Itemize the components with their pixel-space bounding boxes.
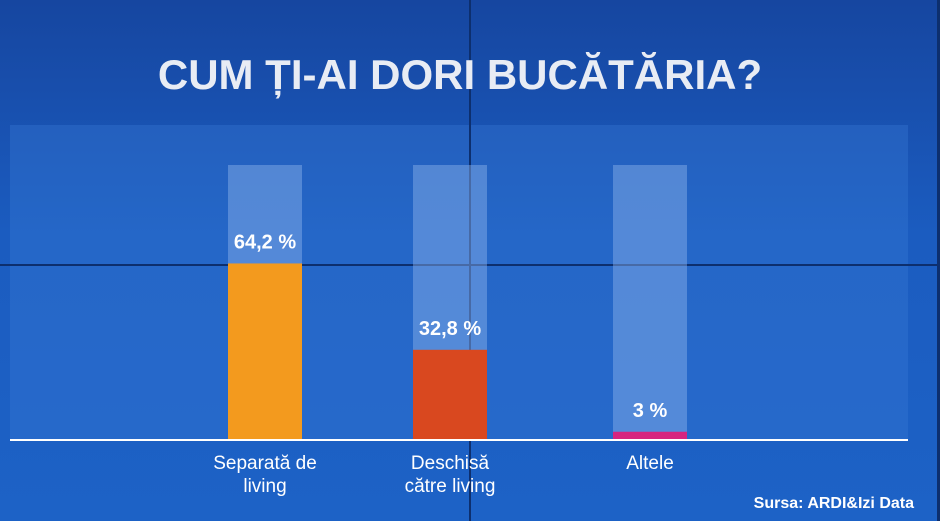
- x-tick-label: Deschisă către living: [404, 453, 496, 497]
- x-tick-label: Separată de living: [213, 453, 317, 497]
- chart-title: CUM ȚI-AI DORI BUCĂTĂRIA?: [158, 51, 762, 99]
- bar: [613, 431, 687, 440]
- value-label: 3 %: [633, 400, 668, 422]
- value-label: 64,2 %: [234, 232, 296, 254]
- bar-track: [613, 165, 687, 440]
- value-label: 32,8 %: [419, 318, 481, 340]
- source: Sursa: ARDI&Izi Data: [753, 495, 914, 512]
- x-tick-label: Altele: [626, 453, 674, 474]
- bar: [228, 263, 302, 440]
- bar: [413, 349, 487, 440]
